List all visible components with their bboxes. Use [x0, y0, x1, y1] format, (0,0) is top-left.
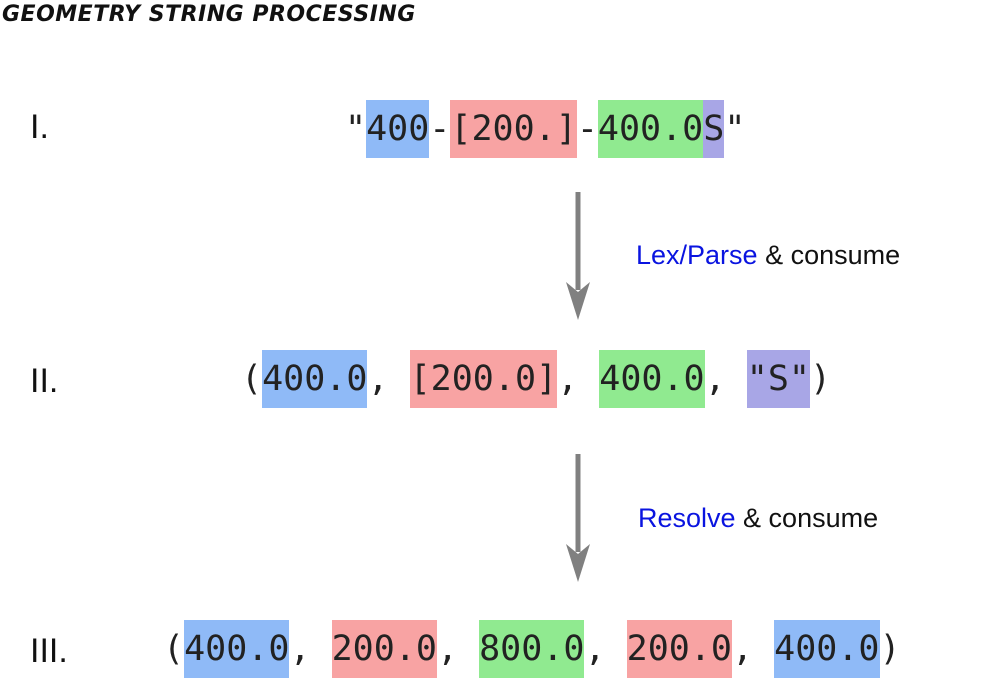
- quote-close: ": [724, 109, 746, 149]
- resolved-value-1: 400.0: [184, 620, 290, 678]
- step-label-1: I.: [30, 108, 49, 146]
- caption-highlight: Resolve: [638, 503, 736, 533]
- diagram-title: Geometry string processing: [2, 2, 416, 27]
- comma: ,: [367, 359, 410, 399]
- comma: ,: [704, 359, 747, 399]
- value-symmetry: "S": [746, 350, 810, 408]
- quote-open: ": [345, 109, 367, 149]
- step-label-3: III.: [30, 632, 68, 670]
- caption-rest: & consume: [735, 503, 879, 533]
- comma: ,: [436, 629, 480, 669]
- caption-highlight: Lex/Parse: [636, 240, 758, 270]
- comma: ,: [584, 629, 627, 669]
- paren-open: (: [241, 359, 263, 399]
- separator: -: [576, 109, 598, 149]
- down-arrow-2-icon: [566, 454, 590, 582]
- paren-open: (: [163, 629, 185, 669]
- value-length-2: 400.0: [599, 350, 705, 408]
- comma: ,: [731, 629, 775, 669]
- caption-rest: & consume: [757, 240, 901, 270]
- step-label-2: II.: [30, 362, 59, 400]
- paren-close: ): [879, 629, 901, 669]
- step-2-tuple: (400.0, [200.0], 400.0, "S"): [241, 350, 831, 408]
- comma: ,: [557, 359, 600, 399]
- token-length-1: 400: [366, 100, 430, 158]
- token-symmetry: S: [703, 100, 725, 158]
- resolved-value-5: 400.0: [774, 620, 880, 678]
- caption-resolve: Resolve & consume: [638, 503, 878, 534]
- separator: -: [429, 109, 451, 149]
- token-length-2: 400.0: [597, 100, 704, 158]
- resolved-value-4: 200.0: [626, 620, 732, 678]
- resolved-value-3: 800.0: [479, 620, 585, 678]
- caption-lex-parse: Lex/Parse & consume: [636, 240, 900, 271]
- value-length-1: 400.0: [262, 350, 368, 408]
- resolved-value-2: 200.0: [331, 620, 437, 678]
- down-arrow-1-icon: [566, 192, 590, 320]
- step-3-tuple: (400.0, 200.0, 800.0, 200.0, 400.0): [163, 620, 901, 678]
- step-1-string: " 400- [200.] -400.0 S ": [345, 100, 745, 158]
- comma: ,: [289, 629, 332, 669]
- token-bracket-length: [200.]: [450, 100, 577, 158]
- paren-close: ): [810, 359, 832, 399]
- value-bracket-length: [200.0]: [409, 350, 558, 408]
